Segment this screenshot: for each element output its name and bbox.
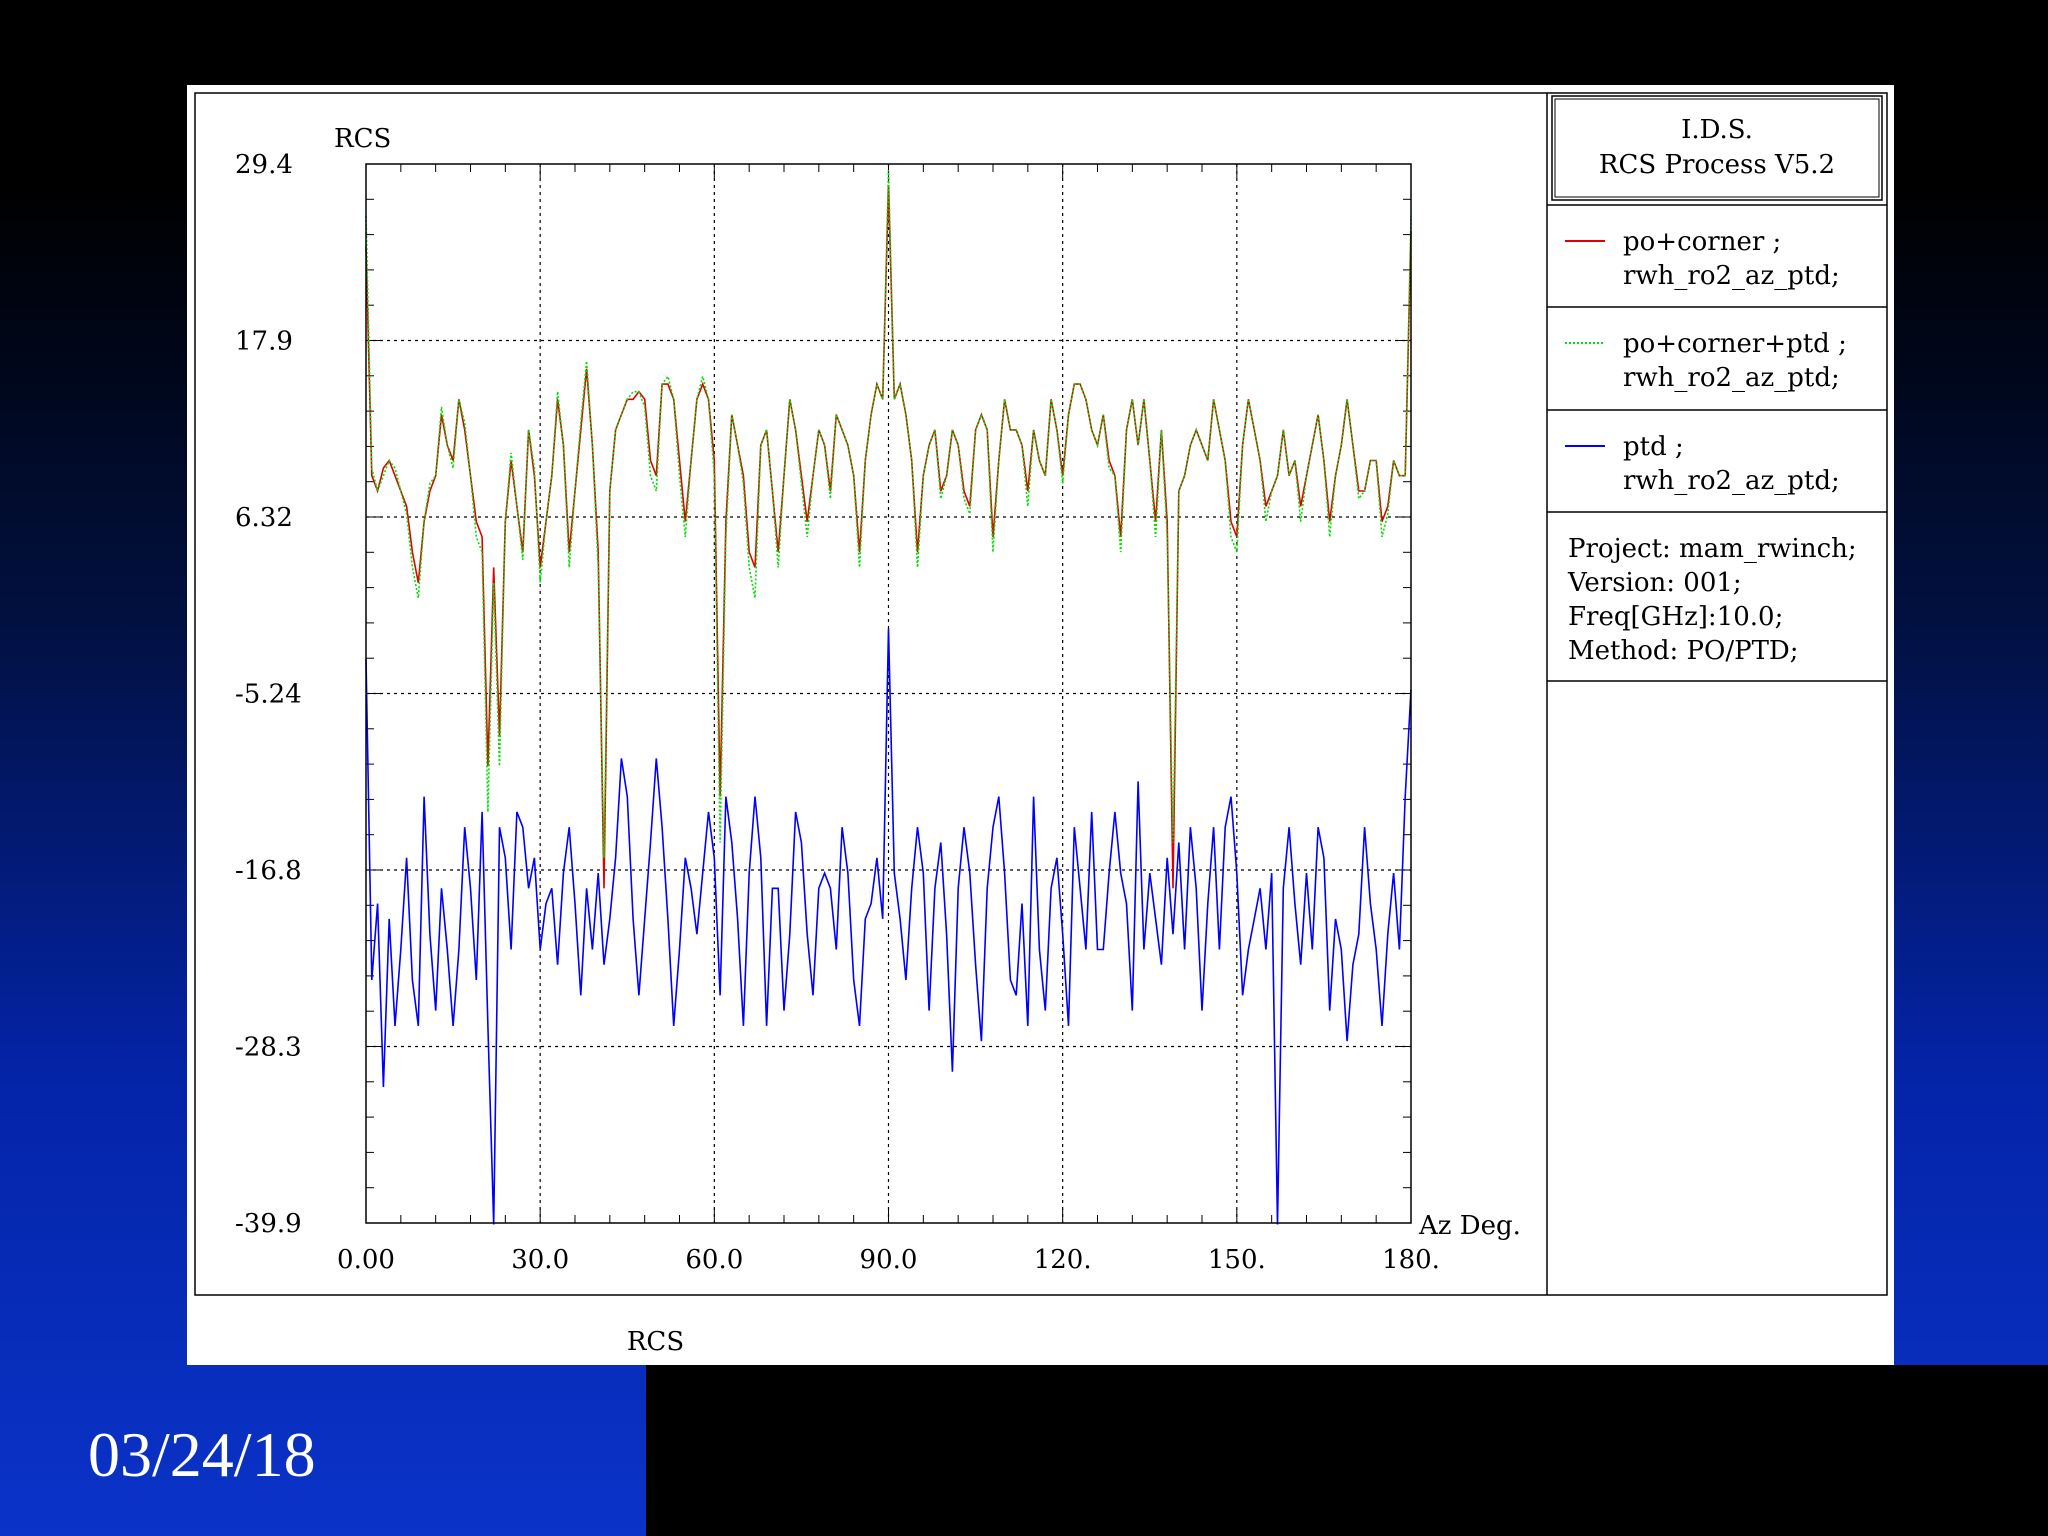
series-line-ptd <box>365 628 1412 1225</box>
x-tick-label: 150. <box>1208 1245 1266 1275</box>
panel-caption: RCS <box>626 1327 685 1357</box>
info-title-line1: I.D.S. <box>1681 115 1753 145</box>
y-tick-label: -39.9 <box>235 1209 302 1239</box>
rcs-chart: I.D.S. RCS Process V5.2 po+corner ; rwh_r… <box>194 92 1888 1296</box>
x-tick-label: 0.00 <box>337 1245 395 1275</box>
chart-frame <box>194 92 1888 1296</box>
x-tick-label: 60.0 <box>685 1245 743 1275</box>
y-tick-label: -16.8 <box>235 856 302 886</box>
footer-date: 03/24/18 <box>88 1419 316 1490</box>
y-tick-label: 6.32 <box>235 503 293 533</box>
info-title-box <box>1551 95 1883 201</box>
y-tick-label: 17.9 <box>235 327 293 357</box>
y-tick-label: -5.24 <box>235 680 302 710</box>
chart-panel: I.D.S. RCS Process V5.2 po+corner ; rwh_r… <box>187 85 1894 1365</box>
x-tick-label: 180. <box>1382 1245 1440 1275</box>
series-line-po-corner-ptd <box>365 170 1412 858</box>
legend-label: rwh_ro2_az_ptd; <box>1623 261 1840 291</box>
x-axis-title: Az Deg. <box>1418 1211 1521 1241</box>
slide-background-notch <box>646 1365 2048 1536</box>
info-title-box-inner <box>1554 98 1880 198</box>
legend-label: rwh_ro2_az_ptd; <box>1623 466 1840 496</box>
info-method: Method: PO/PTD; <box>1568 636 1799 666</box>
info-freq: Freq[GHz]:10.0; <box>1568 602 1783 632</box>
legend-label: po+corner+ptd ; <box>1623 329 1847 359</box>
y-tick-label: 29.4 <box>235 150 293 180</box>
y-axis-title: RCS <box>334 124 391 154</box>
info-project: Project: mam_rwinch; <box>1568 534 1857 564</box>
y-tick-label: -28.3 <box>235 1033 302 1063</box>
legend-label: rwh_ro2_az_ptd; <box>1623 363 1840 393</box>
x-tick-label: 90.0 <box>860 1245 918 1275</box>
legend-label: po+corner ; <box>1623 227 1781 257</box>
x-tick-label: 30.0 <box>511 1245 569 1275</box>
info-version: Version: 001; <box>1567 568 1742 598</box>
info-title-line2: RCS Process V5.2 <box>1599 150 1835 180</box>
legend-label: ptd ; <box>1623 432 1684 462</box>
plot-area-border <box>365 163 1412 1224</box>
x-tick-label: 120. <box>1034 1245 1092 1275</box>
